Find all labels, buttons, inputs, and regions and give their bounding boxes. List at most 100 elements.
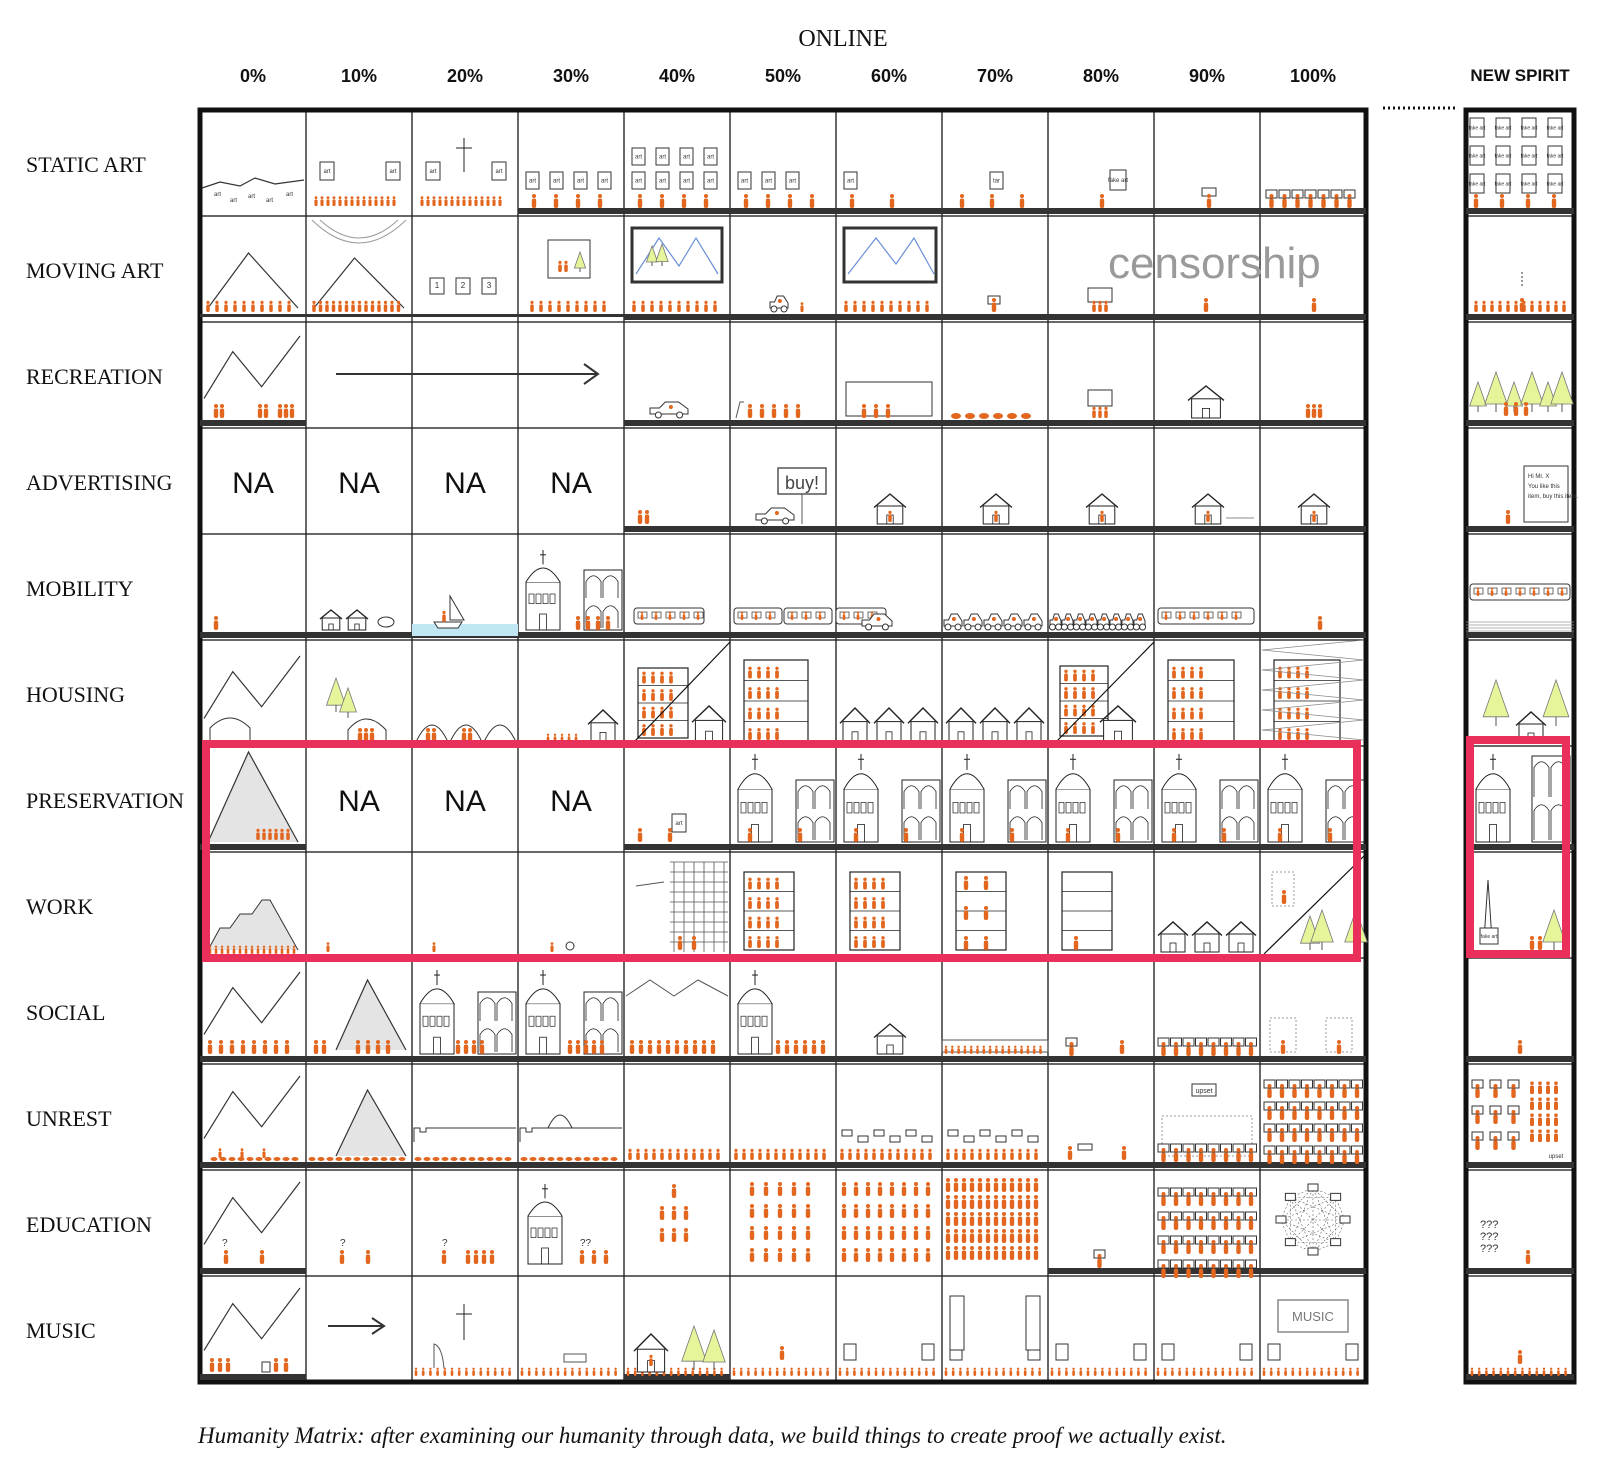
person-figure: [889, 300, 893, 304]
protest-sign: [873, 1129, 885, 1137]
dome-house: [449, 724, 483, 743]
house: [979, 493, 1013, 509]
art-frame: [761, 171, 776, 190]
passenger: [951, 617, 956, 621]
art-label: fake art: [1469, 126, 1486, 132]
person-figure: [258, 404, 262, 408]
column-header: 30%: [553, 66, 589, 86]
person-figure: [530, 300, 534, 304]
art-frame: [989, 171, 1004, 190]
person-figure: [274, 948, 278, 954]
person-figure: [970, 1229, 974, 1233]
person-lying: [246, 1157, 254, 1161]
person-figure: [987, 1370, 991, 1376]
ground-bar: [1260, 1268, 1366, 1274]
person-figure: [871, 300, 875, 304]
person-figure: [1248, 1244, 1254, 1254]
person-figure: [1033, 1216, 1039, 1226]
person-figure: [652, 1148, 656, 1152]
person-figure: [668, 611, 672, 614]
person-figure: [754, 1370, 757, 1376]
person-figure: [1493, 1084, 1498, 1088]
person-figure: [1092, 406, 1096, 410]
person-figure: [1065, 1367, 1068, 1371]
person-figure: [698, 1367, 702, 1371]
person-figure: [383, 304, 388, 312]
person-figure: [1514, 300, 1518, 304]
person-figure: [841, 1252, 847, 1262]
person-figure: [702, 1040, 706, 1044]
person-figure: [338, 300, 342, 304]
arch: [1533, 804, 1550, 840]
person-figure: [1281, 1040, 1285, 1044]
person-figure: [1026, 1178, 1030, 1182]
person-figure: [1161, 1148, 1166, 1152]
person-figure: [383, 300, 388, 304]
art-label: art: [847, 179, 854, 185]
person-figure: [351, 300, 355, 304]
na-label: NA: [444, 467, 486, 500]
person-figure: [1190, 690, 1194, 699]
arch: [1132, 785, 1149, 809]
person-figure: [1250, 1370, 1253, 1376]
long-table: [941, 1039, 1049, 1053]
person-figure: [1186, 1042, 1191, 1046]
person-figure: [1281, 894, 1287, 904]
person-figure: [486, 1370, 490, 1376]
dome-house: [483, 724, 517, 743]
column-header: 10%: [341, 66, 377, 86]
person-figure: [474, 196, 478, 200]
wheel: [1014, 623, 1022, 631]
person-figure: [450, 199, 454, 206]
person-figure: [1026, 1229, 1030, 1233]
person-figure: [1033, 1045, 1036, 1049]
person-figure: [549, 1370, 553, 1376]
person-figure: [566, 300, 570, 304]
art-frame: [385, 161, 401, 181]
network-line: [1261, 639, 1365, 651]
person-figure: [242, 304, 246, 312]
person-figure: [792, 1226, 796, 1230]
person-figure: [1034, 1246, 1038, 1250]
person-figure: [775, 1370, 779, 1376]
person-lying: [219, 1157, 227, 1161]
person-figure: [1248, 1196, 1254, 1206]
person-figure: [748, 711, 752, 720]
person-figure: [1091, 673, 1095, 682]
person-figure: [683, 1044, 689, 1054]
person-figure: [207, 1044, 213, 1054]
house: [873, 1023, 907, 1039]
art-label: art: [659, 179, 666, 185]
person-figure: [1164, 614, 1168, 620]
person-figure: [963, 880, 969, 890]
person-figure: [1161, 1216, 1166, 1220]
person-figure: [370, 728, 374, 732]
person-figure: [669, 675, 673, 684]
question-marks: ???: [1480, 1243, 1498, 1255]
person-figure: [638, 194, 642, 198]
network-node: [1330, 1238, 1342, 1247]
person-figure: [386, 1040, 390, 1044]
person-figure: [877, 1252, 883, 1262]
wheel: [974, 623, 982, 631]
person-figure: [474, 1250, 478, 1254]
person-figure: [907, 304, 911, 312]
person-figure: [946, 1148, 950, 1152]
art-label: art: [635, 155, 642, 161]
person-figure: [1082, 669, 1086, 673]
church: [949, 773, 985, 790]
art-frame: [785, 171, 800, 190]
person-figure: [1296, 666, 1300, 670]
person-figure: [226, 1358, 230, 1362]
ground-bar: [836, 1162, 942, 1168]
person-figure: [259, 1254, 265, 1264]
row-label: EDUCATION: [26, 1212, 152, 1237]
person-figure: [768, 611, 772, 614]
person-figure: [1101, 1367, 1104, 1371]
ground-bar: [624, 844, 730, 850]
person-figure: [698, 1370, 702, 1376]
person-figure: [845, 1370, 849, 1376]
person-figure: [1538, 1081, 1542, 1085]
person-figure: [797, 832, 803, 842]
person-lying: [228, 1157, 236, 1161]
